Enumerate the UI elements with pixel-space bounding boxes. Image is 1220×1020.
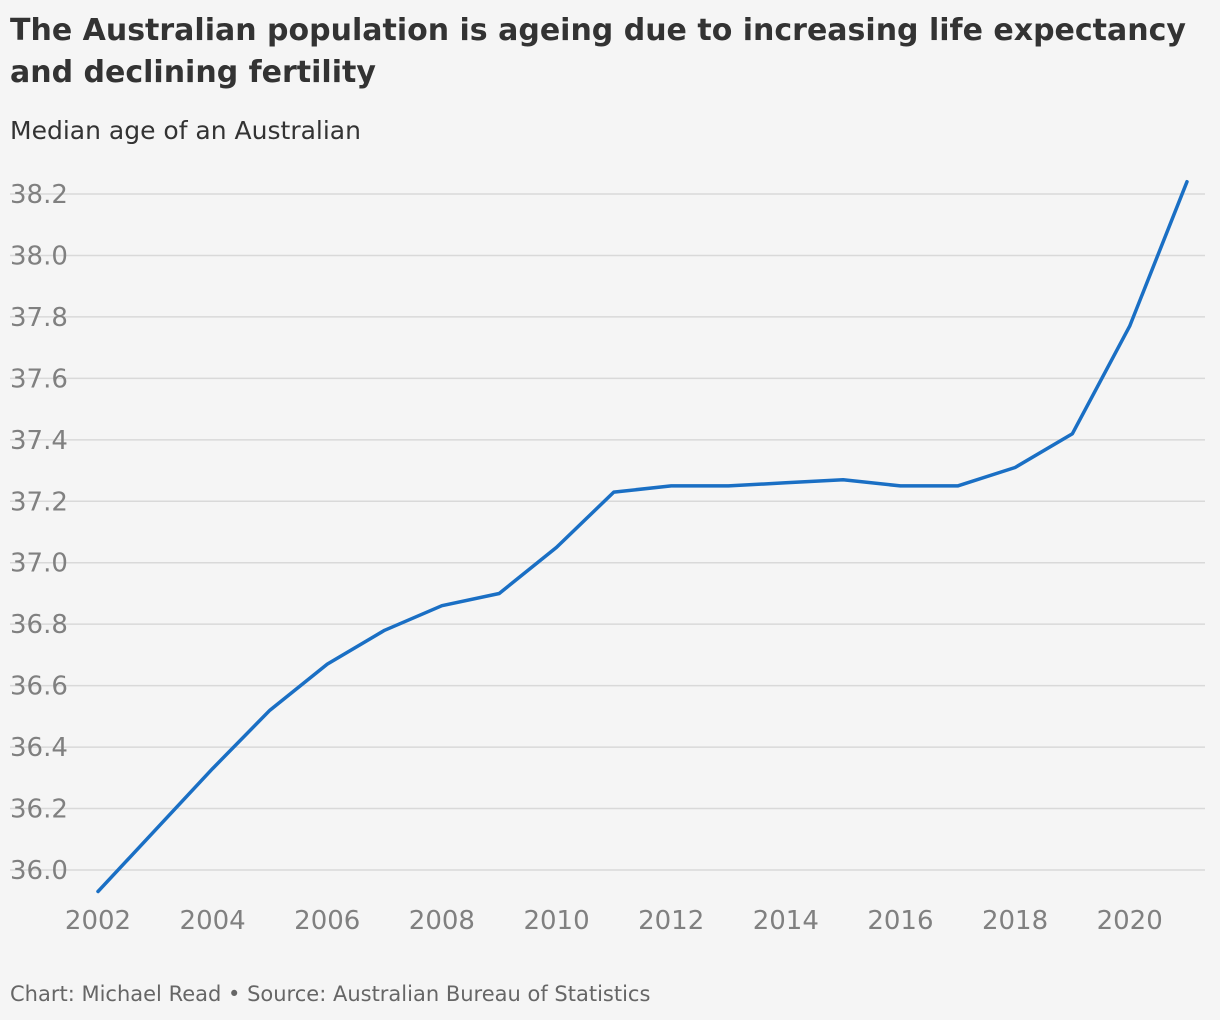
x-tick-label: 2008 — [409, 906, 475, 936]
x-tick-label: 2004 — [180, 906, 246, 936]
x-tick-label: 2018 — [982, 906, 1048, 936]
y-tick-label: 37.0 — [10, 549, 68, 579]
y-axis-ticks: 36.0 36.2 36.4 36.6 36.8 37.0 37.2 37.4 37.6 37.8… — [10, 180, 68, 886]
chart-subtitle: Median age of an Australian — [10, 116, 361, 145]
gridlines — [10, 193, 1205, 871]
x-tick-label: 2020 — [1097, 906, 1163, 936]
y-tick-label: 37.4 — [10, 426, 68, 456]
series-layer — [96, 179, 1189, 894]
chart-title: The Australian population is ageing due … — [10, 13, 1186, 90]
y-tick-label: 38.2 — [10, 180, 68, 210]
y-tick-label: 37.6 — [10, 364, 68, 394]
y-tick-label: 36.8 — [10, 610, 68, 640]
x-tick-label: 2002 — [65, 906, 131, 936]
x-axis-ticks: 2002 2004 2006 2008 2010 2012 2014 2016 2018 2020 — [65, 906, 1163, 936]
source-credit: Chart: Michael Read • Source: Australian… — [10, 982, 651, 1006]
y-tick-label: 36.2 — [10, 795, 68, 825]
y-tick-label: 37.2 — [10, 487, 68, 517]
y-tick-label: 36.0 — [10, 856, 68, 886]
y-tick-label: 36.6 — [10, 672, 68, 702]
x-tick-label: 2006 — [294, 906, 360, 936]
y-tick-label: 37.8 — [10, 303, 68, 333]
x-tick-label: 2014 — [753, 906, 819, 936]
y-tick-label: 36.4 — [10, 733, 68, 763]
series-line — [96, 179, 1189, 894]
x-tick-label: 2010 — [523, 906, 589, 936]
x-tick-label: 2016 — [867, 906, 933, 936]
line-chart: 36.0 36.2 36.4 36.6 36.8 37.0 37.2 37.4 37.6 37.8… — [10, 179, 1205, 936]
x-tick-label: 2012 — [638, 906, 704, 936]
y-tick-label: 38.0 — [10, 241, 68, 271]
